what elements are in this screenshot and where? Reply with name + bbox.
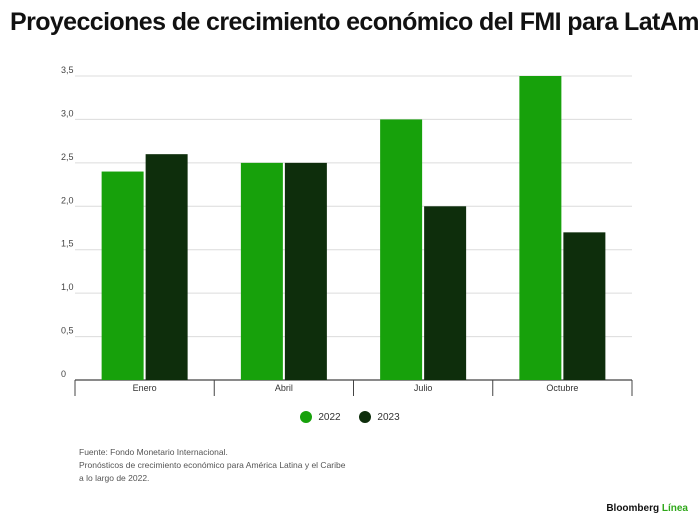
bar-chart: 0 0,5 1,0 1,5 2,0 2,5 3,0 3,5 Enero Abril Julio Oct…	[61, 65, 633, 396]
brand-accent: Línea	[661, 503, 688, 514]
brand-name: Bloomberg	[606, 503, 660, 514]
chart-title: Proyecciones de crecimiento económico de…	[10, 8, 699, 36]
y-tick-label: 2,5	[61, 152, 74, 162]
x-category-label: Abril	[275, 383, 293, 393]
bar-2023-octubre	[563, 232, 606, 380]
bar-2023-julio	[424, 206, 467, 380]
x-category-label: Enero	[133, 383, 157, 393]
x-category-label: Julio	[414, 383, 433, 393]
legend-swatch-2023	[359, 411, 372, 423]
bar-2023-enero	[145, 154, 188, 380]
source-note-line: Fuente: Fondo Monetario Internacional.	[79, 447, 228, 457]
x-category-label: Octubre	[546, 383, 578, 393]
source-notes: Fuente: Fondo Monetario Internacional. P…	[79, 446, 345, 485]
bar-2022-julio	[380, 119, 423, 380]
bar-2022-octubre	[519, 76, 562, 380]
y-tick-label: 0,5	[61, 326, 74, 336]
bar-2022-abril	[240, 162, 283, 380]
legend-item-2023: 2023	[359, 411, 400, 423]
y-tick-label: 3,5	[61, 65, 74, 75]
legend-item-2022: 2022	[300, 411, 341, 423]
bar-2023-abril	[284, 162, 327, 380]
y-tick-label: 3,0	[61, 108, 74, 118]
y-tick-label: 0	[61, 369, 66, 379]
legend-label-2022: 2022	[318, 411, 341, 423]
y-tick-label: 2,0	[61, 195, 74, 205]
y-tick-label: 1,5	[61, 239, 74, 249]
legend-swatch-2022	[300, 411, 313, 423]
legend: 2022 2023	[0, 411, 700, 426]
bar-2022-enero	[101, 171, 144, 380]
brand-logo: Bloomberg Línea	[606, 503, 688, 514]
source-note-line: Pronósticos de crecimiento económico par…	[79, 460, 346, 470]
source-note-line: a lo largo de 2022.	[79, 473, 150, 483]
legend-label-2023: 2023	[377, 411, 400, 423]
y-tick-label: 1,0	[61, 282, 74, 292]
